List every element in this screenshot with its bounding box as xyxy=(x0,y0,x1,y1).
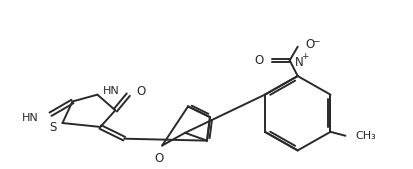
Text: O: O xyxy=(136,85,145,98)
Text: −: − xyxy=(312,36,319,45)
Text: CH₃: CH₃ xyxy=(356,131,376,141)
Text: HN: HN xyxy=(22,113,38,123)
Text: S: S xyxy=(49,121,57,134)
Text: O: O xyxy=(306,38,315,51)
Text: O: O xyxy=(254,54,264,67)
Text: HN: HN xyxy=(103,86,120,96)
Text: O: O xyxy=(154,152,164,165)
Text: N: N xyxy=(295,56,304,69)
Text: +: + xyxy=(301,52,308,61)
